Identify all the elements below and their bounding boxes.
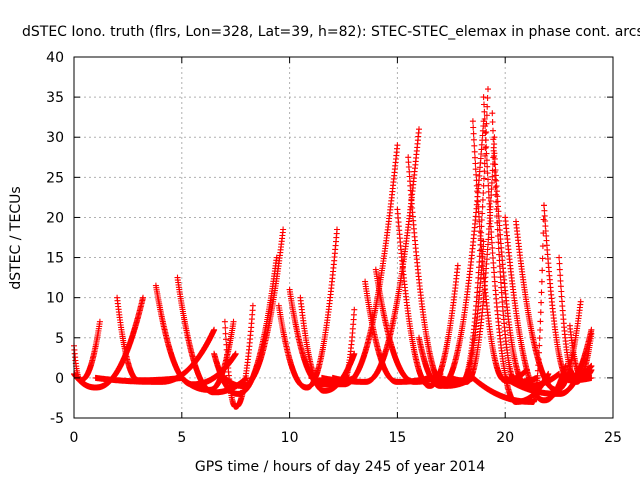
pass-arc: [448, 238, 487, 384]
plot-frame: [73, 56, 614, 419]
y-tick-label: 10: [46, 291, 64, 307]
y-tick-label: 0: [55, 371, 64, 387]
arc-markers: [318, 306, 358, 384]
grid-lines: [74, 57, 613, 418]
pass-arc: [275, 226, 340, 391]
arc-markers: [448, 238, 487, 384]
y-tick-label: 5: [55, 331, 64, 347]
y-tick-label: 35: [46, 90, 64, 106]
y-tick-label: 25: [46, 170, 64, 186]
arc-markers: [211, 254, 280, 397]
x-tick-label: 5: [177, 430, 186, 446]
pass-arc: [566, 330, 595, 385]
data-marks: [71, 86, 595, 410]
arc-markers: [566, 330, 595, 385]
x-tick-label: 20: [496, 430, 514, 446]
y-tick-label: 15: [46, 251, 64, 267]
pass-arc: [502, 326, 595, 397]
x-tick-label: 25: [604, 430, 622, 446]
chart-title: dSTEC Iono. truth (flrs, Lon=328, Lat=39…: [22, 24, 640, 40]
axis-ticks: 0 5 10 15 20 25 -5 0 5 10 15 20 25 30 35 40: [46, 50, 622, 446]
arc-markers: [92, 326, 218, 385]
y-tick-label: 20: [46, 210, 64, 226]
pass-arc: [211, 254, 280, 397]
pass-arc: [92, 326, 218, 385]
x-tick-label: 0: [70, 430, 79, 446]
arc-markers: [502, 326, 595, 397]
arc-markers: [275, 226, 340, 391]
y-tick-label: 30: [46, 130, 64, 146]
x-tick-label: 15: [388, 430, 406, 446]
y-tick-label: 40: [46, 50, 64, 66]
x-axis-label: GPS time / hours of day 245 of year 2014: [195, 459, 485, 475]
x-tick-label: 10: [281, 430, 299, 446]
pass-arc: [318, 306, 358, 384]
y-tick-label: -5: [50, 411, 64, 427]
y-axis-label: dSTEC / TECUs: [8, 186, 24, 289]
